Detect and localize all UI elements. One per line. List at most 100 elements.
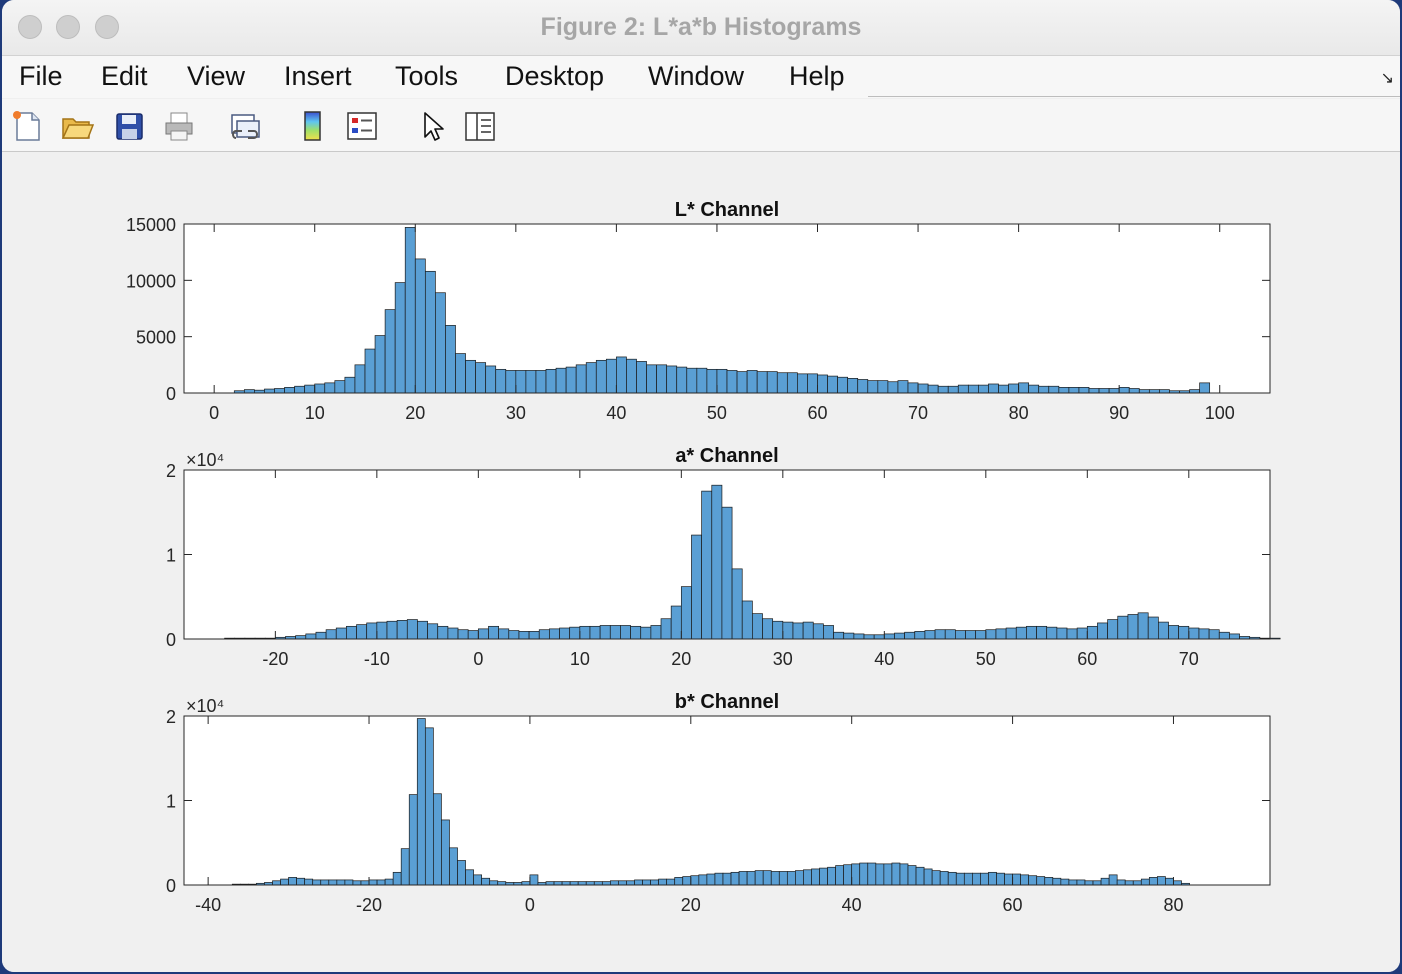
zoom-window-button[interactable] — [95, 15, 119, 39]
edit-plot-arrow-icon[interactable] — [416, 109, 450, 143]
histogram-bar — [786, 871, 796, 886]
histogram-bar — [939, 871, 949, 886]
x-tick-label: 80 — [1009, 403, 1029, 423]
histogram-bar — [376, 621, 388, 640]
histogram-bar — [618, 880, 627, 886]
histogram-bar — [1056, 627, 1068, 640]
x-tick-label: 80 — [1163, 895, 1183, 915]
histogram-bar — [374, 335, 386, 394]
y-tick-label: 2 — [166, 461, 176, 481]
save-icon[interactable] — [112, 109, 146, 143]
histogram-bar — [721, 506, 733, 640]
histogram-bar — [408, 794, 418, 886]
histogram-bar — [786, 372, 798, 394]
histogram-bar — [344, 879, 354, 886]
open-file-icon[interactable] — [60, 109, 94, 143]
histogram-bar — [1098, 388, 1110, 394]
histogram-bar — [899, 863, 909, 886]
histogram-bar — [863, 634, 875, 640]
histogram-bar — [853, 633, 865, 640]
histogram-bar — [599, 625, 611, 640]
histogram-bar — [579, 625, 591, 640]
histogram-bar — [404, 227, 416, 394]
histogram-bar — [859, 862, 869, 886]
histogram-bar — [867, 380, 879, 394]
histogram-bar — [344, 376, 356, 394]
menu-view[interactable]: View — [187, 61, 246, 91]
x-tick-label: 0 — [525, 895, 535, 915]
menu-file[interactable]: File — [19, 61, 63, 91]
x-tick-label: 60 — [1003, 895, 1023, 915]
menu-edit[interactable]: Edit — [101, 61, 148, 91]
histogram-bar — [384, 309, 396, 394]
menu-tools[interactable]: Tools — [395, 61, 459, 91]
histogram-bar — [887, 381, 899, 394]
histogram-bar — [701, 490, 713, 640]
histogram-bar — [883, 633, 895, 640]
histogram-bar — [465, 869, 474, 886]
histogram-bar — [417, 620, 428, 640]
histogram-bar — [593, 881, 603, 886]
histogram-bar — [1086, 625, 1098, 640]
print-icon[interactable] — [162, 109, 196, 143]
histogram-bar — [424, 727, 434, 886]
histogram-bar — [335, 627, 347, 640]
histogram-bar — [795, 870, 804, 886]
menu-insert[interactable]: Insert — [284, 61, 352, 91]
x-tick-label: 90 — [1109, 403, 1129, 423]
histogram-bar — [1218, 631, 1230, 640]
histogram-bar — [1058, 387, 1070, 394]
new-figure-icon[interactable] — [10, 109, 44, 143]
histogram-bar — [1018, 382, 1030, 394]
histogram-bar — [294, 385, 306, 394]
histogram-bar — [1028, 384, 1040, 394]
x-tick-label: 40 — [842, 895, 862, 915]
histogram-bar — [867, 862, 877, 886]
histogram-bar — [1108, 388, 1120, 394]
histogram-bar — [465, 359, 476, 394]
histogram-bar — [525, 370, 537, 394]
histogram-bar — [295, 635, 307, 640]
histogram-bar — [827, 375, 838, 394]
histogram-bar — [923, 868, 933, 886]
histogram-bar — [610, 880, 619, 886]
histogram-bar — [1004, 873, 1013, 886]
menu-window[interactable]: Window — [648, 61, 745, 91]
histogram-bar — [1068, 879, 1078, 886]
close-window-button[interactable] — [18, 15, 42, 39]
histogram-bar — [847, 378, 859, 394]
histogram-bar — [1044, 877, 1054, 886]
y-tick-label: 2 — [166, 707, 176, 727]
histogram-bar — [875, 863, 885, 886]
histogram-bar — [837, 376, 849, 394]
histogram-bar — [1132, 880, 1142, 886]
histogram-bar — [488, 625, 499, 640]
x-tick-label: 70 — [908, 403, 928, 423]
histogram-bar — [447, 627, 459, 640]
histogram-bar — [1147, 616, 1159, 640]
histogram-bar — [756, 371, 768, 394]
colorbar-icon[interactable] — [296, 109, 330, 143]
histogram-bar — [803, 869, 812, 886]
link-plot-icon[interactable] — [228, 109, 262, 143]
histogram-bar — [320, 879, 330, 886]
plot-area — [184, 224, 1270, 393]
histogram-bar — [360, 880, 370, 886]
dock-figure-icon[interactable]: ↘ — [1380, 70, 1394, 87]
legend-icon[interactable] — [345, 109, 379, 143]
minimize-window-button[interactable] — [56, 15, 80, 39]
histogram-bar — [304, 384, 316, 394]
menu-help[interactable]: Help — [789, 61, 845, 91]
histogram-bar — [328, 879, 338, 886]
histogram-bar — [392, 871, 402, 886]
histogram-bar — [955, 630, 966, 640]
histogram-bar — [851, 863, 861, 886]
property-inspector-icon[interactable] — [463, 109, 497, 143]
x-tick-label: 100 — [1205, 403, 1235, 423]
menu-desktop[interactable]: Desktop — [505, 61, 605, 91]
histogram-bar — [741, 600, 753, 640]
x-tick-label: 0 — [473, 649, 483, 669]
histogram-bar — [575, 364, 587, 394]
histogram-bar — [778, 871, 788, 886]
